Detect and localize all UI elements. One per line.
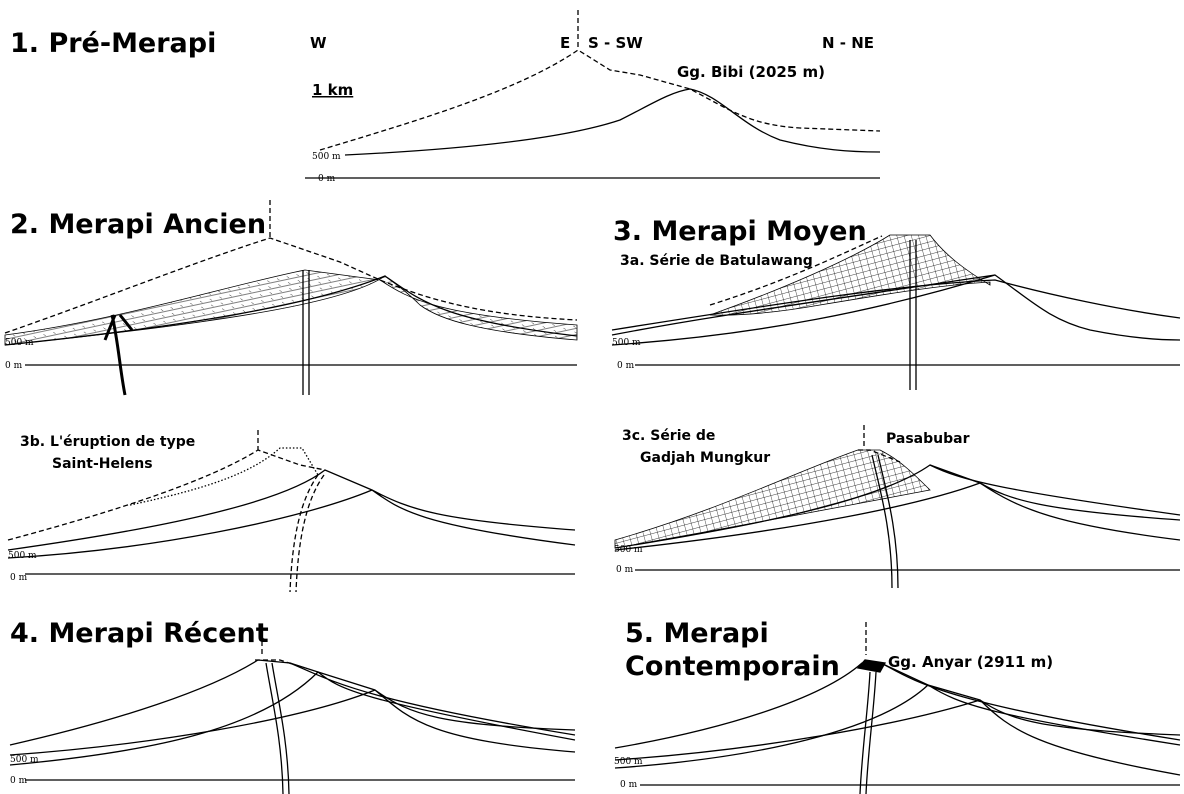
- panel-title: 3. Merapi Moyen: [613, 216, 867, 247]
- panel-subtitle: 3a. Série de Batulawang: [620, 253, 813, 269]
- panel-subtitle: Gadjah Mungkur: [640, 450, 770, 466]
- level-label: 0 m: [616, 565, 634, 575]
- level-label: 0 m: [5, 361, 23, 371]
- direction: S - SW: [588, 34, 643, 52]
- panel-subtitle: 3b. L'éruption de type: [20, 434, 195, 450]
- level-label: 0 m: [617, 361, 635, 371]
- background: [0, 0, 1184, 794]
- direction: N - NE: [822, 34, 874, 52]
- panel-title: 2. Merapi Ancien: [10, 209, 266, 240]
- level-label: 500 m: [312, 152, 341, 162]
- level-label: 0 m: [10, 776, 28, 786]
- annotation: Gg. Bibi (2025 m): [677, 63, 825, 81]
- panel-title: 1. Pré-Merapi: [10, 28, 216, 59]
- panel-subtitle: Saint-Helens: [52, 456, 153, 472]
- panel-subtitle: 3c. Série de: [622, 428, 715, 444]
- annotation: Pasabubar: [886, 431, 970, 447]
- direction: E: [560, 34, 570, 52]
- scale-bar: 1 km: [312, 81, 353, 99]
- panel-title: 4. Merapi Récent: [10, 618, 269, 649]
- level-label: 0 m: [620, 780, 638, 790]
- level-label: 0 m: [318, 174, 336, 184]
- panel-title: Contemporain: [625, 651, 840, 682]
- annotation: Gg. Anyar (2911 m): [888, 653, 1053, 671]
- diagram: 1. Pré-Merapi W E S - SW N - NE 1 km Gg.…: [0, 0, 1184, 794]
- direction: W: [310, 34, 327, 52]
- panel-title: 5. Merapi: [625, 618, 769, 649]
- level-label: 0 m: [10, 573, 28, 583]
